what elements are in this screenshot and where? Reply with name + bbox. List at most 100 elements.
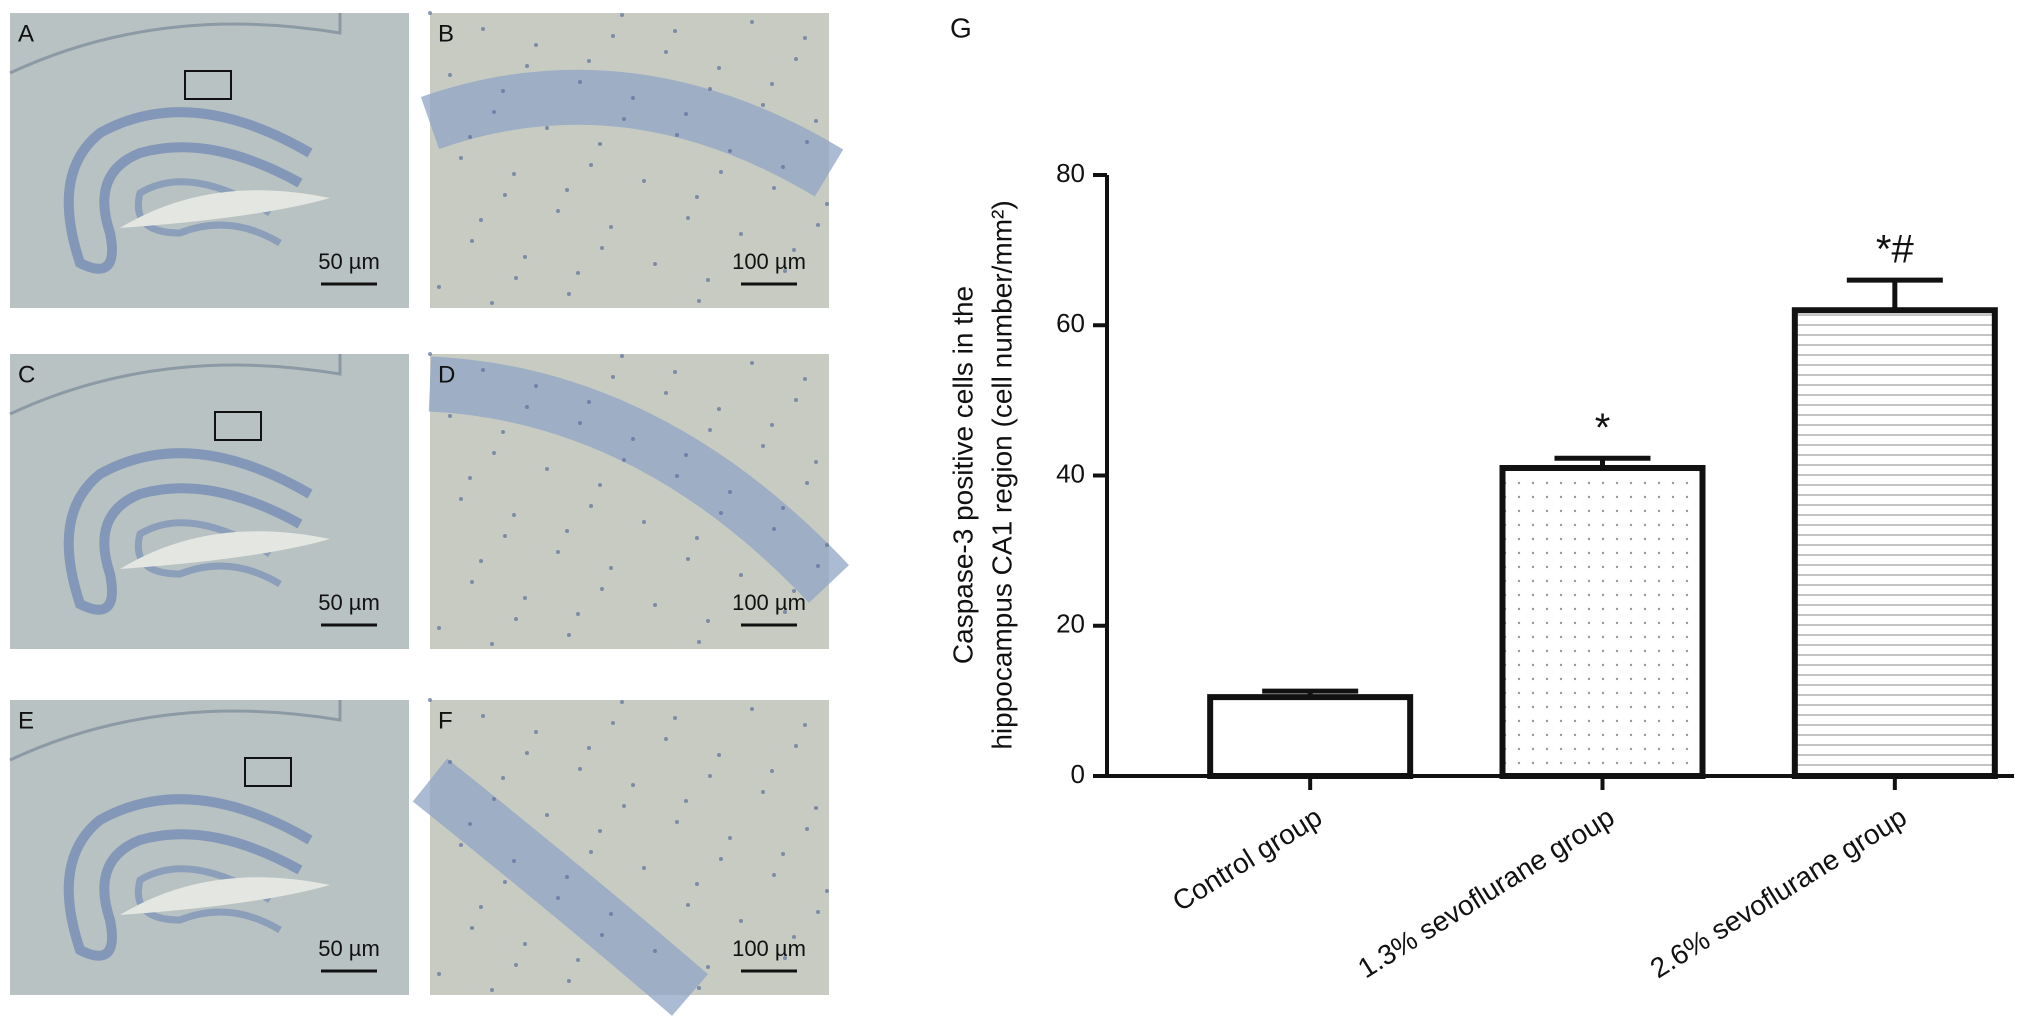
cell	[622, 458, 626, 462]
ventricle	[120, 877, 330, 915]
cell	[750, 20, 754, 24]
cell	[783, 610, 787, 614]
cell	[600, 246, 604, 250]
significance-marker: *#	[1876, 228, 1915, 272]
cell	[803, 377, 807, 381]
cell	[772, 527, 776, 531]
cell	[534, 730, 538, 734]
micrograph: C 50 µm	[9, 354, 409, 649]
bar	[1791, 307, 1998, 779]
scale-bar-label: 100 µm	[732, 936, 806, 961]
cell	[686, 557, 690, 561]
panel-label: D	[438, 361, 455, 388]
cell	[825, 202, 829, 206]
cell	[675, 133, 679, 137]
cell	[816, 910, 820, 914]
figure-label: G	[950, 12, 972, 43]
cell	[620, 354, 624, 358]
cell	[761, 444, 765, 448]
panel-label: A	[18, 20, 34, 47]
cell	[490, 301, 494, 305]
scale-bar-label: 50 µm	[318, 249, 380, 274]
cell	[728, 149, 732, 153]
hippocampus	[63, 448, 313, 615]
y-tick-label: 40	[1056, 458, 1085, 488]
cell	[589, 850, 593, 854]
cell	[750, 361, 754, 365]
cell	[567, 979, 571, 983]
cell	[770, 423, 774, 427]
cell	[781, 506, 785, 510]
cell	[673, 370, 677, 374]
y-tick-label: 60	[1056, 308, 1085, 338]
cell	[567, 292, 571, 296]
cell	[695, 536, 699, 540]
y-tick-label: 0	[1071, 759, 1085, 789]
cell	[589, 504, 593, 508]
cell	[501, 776, 505, 780]
cell	[512, 859, 516, 863]
cell	[717, 66, 721, 70]
cell	[642, 179, 646, 183]
cell	[814, 460, 818, 464]
cell	[428, 698, 432, 702]
cell	[653, 949, 657, 953]
cell	[545, 467, 549, 471]
cell	[781, 165, 785, 169]
cell	[470, 926, 474, 930]
cell	[686, 903, 690, 907]
tissue-outline	[9, 700, 342, 762]
cell	[794, 744, 798, 748]
cell	[428, 352, 432, 356]
cell	[825, 889, 829, 893]
cell	[578, 80, 582, 84]
significance-marker: *	[1595, 406, 1611, 450]
cell	[697, 986, 701, 990]
cell	[492, 797, 496, 801]
cell	[728, 490, 732, 494]
inset-box	[244, 757, 292, 787]
cell	[675, 474, 679, 478]
cell	[514, 276, 518, 280]
cell	[814, 119, 818, 123]
cell	[816, 564, 820, 568]
cell	[437, 626, 441, 630]
cell	[448, 73, 452, 77]
micrograph: F 100 µm	[412, 698, 829, 1016]
cell	[772, 186, 776, 190]
cell	[653, 603, 657, 607]
bar	[1207, 694, 1414, 780]
cell	[825, 543, 829, 547]
cell	[545, 813, 549, 817]
x-tick-label: Control group	[1167, 801, 1327, 917]
cell	[805, 140, 809, 144]
cell	[468, 135, 472, 139]
cell	[600, 933, 604, 937]
cell	[523, 255, 527, 259]
cell	[794, 57, 798, 61]
cell	[589, 163, 593, 167]
scale-bar-label: 50 µm	[318, 936, 380, 961]
cell	[490, 642, 494, 646]
cell	[501, 430, 505, 434]
cell	[598, 483, 602, 487]
cell	[717, 753, 721, 757]
cell	[620, 700, 624, 704]
cell	[719, 857, 723, 861]
cell	[459, 497, 463, 501]
cell	[576, 271, 580, 275]
cell	[739, 232, 743, 236]
cell	[695, 195, 699, 199]
cell	[805, 481, 809, 485]
cell	[609, 566, 613, 570]
cell	[428, 11, 432, 15]
cell	[805, 827, 809, 831]
cell	[708, 774, 712, 778]
cell	[578, 767, 582, 771]
scale-bar-label: 100 µm	[732, 590, 806, 615]
cell	[598, 142, 602, 146]
cell	[631, 96, 635, 100]
cell	[448, 760, 452, 764]
cell	[492, 110, 496, 114]
cell	[706, 619, 710, 623]
